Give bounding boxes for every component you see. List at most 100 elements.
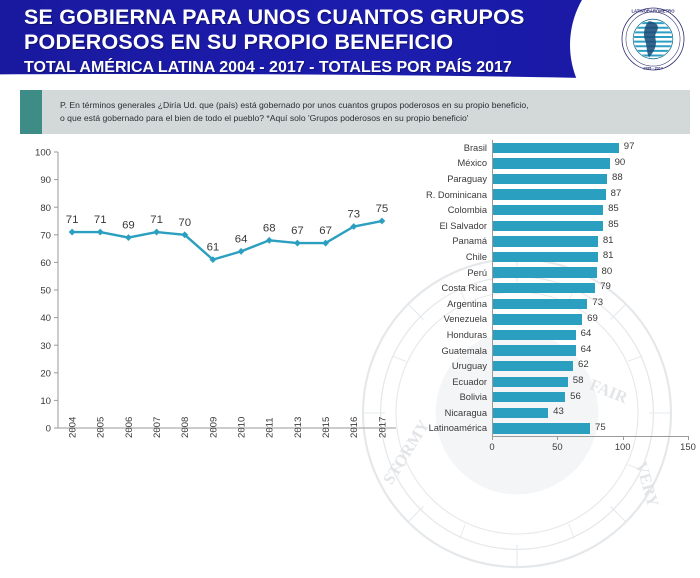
bar-category-axis (492, 140, 493, 437)
bar-value-label: 81 (602, 234, 614, 246)
line-x-tick-label: 2008 (180, 417, 191, 438)
page-title-line1: SE GOBIERNA PARA UNOS CUANTOS GRUPOS (24, 5, 525, 29)
page-title-line2: PODEROSOS EN SU PROPIO BENEFICIO (24, 29, 454, 54)
line-data-label: 70 (178, 217, 191, 229)
bar-row[interactable]: Nicaragua 43 (400, 405, 698, 421)
line-chart: 0 10 20 30 40 50 60 70 80 90 100 2004 2005 2006 2007 20… (35, 148, 396, 438)
line-data-point (350, 223, 358, 230)
bar-row[interactable]: Argentina 73 (400, 296, 698, 312)
line-y-tick-label: 80 (40, 203, 51, 214)
line-data-label: 64 (235, 233, 248, 245)
bar-category-label: Argentina (447, 298, 487, 309)
bar-fill[interactable] (492, 142, 619, 153)
bar-track: 88 (492, 171, 698, 187)
bar-fill[interactable] (492, 267, 597, 278)
line-x-tick-label: 2011 (265, 417, 276, 438)
bar-value-label: 81 (602, 250, 614, 262)
bar-row[interactable]: Ecuador 58 (400, 374, 698, 390)
bar-category-label: Venezuela (443, 314, 487, 325)
bar-fill[interactable] (492, 345, 576, 356)
bar-track: 43 (492, 405, 698, 421)
bar-track: 80 (492, 265, 698, 281)
line-data-point (96, 228, 104, 236)
bar-track: 69 (492, 312, 698, 328)
bar-row[interactable]: Honduras 64 (400, 327, 698, 343)
bar-row[interactable]: Guatemala 64 (400, 343, 698, 359)
bar-fill[interactable] (492, 282, 596, 294)
bar-track: 90 (492, 156, 698, 172)
slide-header: SE GOBIERNA PARA UNOS CUANTOS GRUPOS POD… (0, 0, 700, 84)
line-data-point (322, 239, 329, 247)
bar-row[interactable]: Paraguay 88 (400, 171, 698, 187)
bar-row[interactable]: R. Dominicana 87 (400, 187, 698, 203)
bar-fill[interactable] (492, 423, 590, 434)
bar-category-label: Ecuador (452, 376, 487, 387)
line-data-label: 61 (207, 242, 220, 254)
bar-row[interactable]: Costa Rica 79 (400, 280, 698, 296)
bar-category-label: Perú (467, 267, 487, 278)
bar-fill[interactable] (492, 173, 607, 185)
bar-fill[interactable] (492, 204, 604, 216)
question-band: P. En términos generales ¿Diría Ud. que … (20, 90, 690, 134)
line-data-label: 69 (122, 220, 135, 232)
bar-fill[interactable] (492, 189, 606, 200)
bar-category-label: Colombia (447, 205, 487, 216)
bar-row[interactable]: Latinoamérica 75 (400, 421, 698, 437)
bar-fill[interactable] (492, 158, 610, 169)
bar-track: 85 (492, 202, 698, 218)
line-y-tick-label: 30 (40, 341, 51, 352)
bar-fill[interactable] (492, 392, 566, 403)
bar-value-label: 88 (611, 172, 623, 184)
line-series-path (72, 219, 383, 261)
bar-fill[interactable] (492, 298, 588, 309)
bar-value-label: 87 (610, 187, 622, 199)
bar-tick-label: 100 (614, 441, 631, 453)
bar-value-label: 85 (608, 218, 619, 230)
bar-fill[interactable] (492, 360, 573, 372)
bar-row[interactable]: México 90 (400, 156, 698, 172)
bar-track: 64 (492, 327, 698, 343)
line-x-tick-label: 2006 (124, 417, 135, 438)
line-y-tick-label: 100 (35, 148, 51, 159)
bar-row[interactable]: El Salvador 85 (400, 218, 698, 234)
line-y-tick-label: 60 (40, 258, 51, 269)
bar-category-label: R. Dominicana (426, 189, 487, 200)
bar-value-axis (492, 436, 688, 438)
bar-value-label: 64 (580, 343, 592, 355)
bar-row[interactable]: Venezuela 69 (400, 312, 698, 328)
bar-row[interactable]: Chile 81 (400, 249, 698, 265)
bar-track: 75 (492, 421, 698, 437)
line-data-point (294, 239, 301, 247)
bar-fill[interactable] (492, 329, 576, 341)
line-data-point (181, 231, 189, 239)
bar-fill[interactable] (492, 376, 568, 387)
bar-row[interactable]: Perú 80 (400, 265, 698, 281)
line-x-tick-label: 2004 (67, 416, 78, 438)
bar-row[interactable]: Brasil 97 (400, 140, 698, 156)
bar-fill[interactable] (492, 220, 604, 231)
line-y-tick-label: 50 (40, 286, 51, 297)
bar-fill[interactable] (492, 314, 583, 325)
question-marker (20, 90, 42, 134)
bar-track: 56 (492, 390, 698, 406)
bar-tick-label: 50 (552, 441, 563, 453)
line-x-tick-label: 2017 (377, 417, 388, 438)
line-y-tick-label: 0 (46, 424, 51, 435)
logo-top-text: LATINOBARÓMETRO (631, 9, 675, 14)
bar-fill[interactable] (492, 236, 598, 247)
line-x-tick-label: 2010 (236, 417, 247, 438)
bar-row[interactable]: Bolivia 56 (400, 390, 698, 406)
bar-category-label: México (457, 158, 487, 169)
bar-category-label: Honduras (446, 329, 487, 340)
logo-bottom-text: 1995 - 2017 (643, 66, 663, 70)
bar-row[interactable]: Panamá 81 (400, 234, 698, 250)
line-data-point (153, 228, 160, 236)
bar-fill[interactable] (492, 407, 549, 419)
bar-category-label: Bolivia (459, 392, 487, 403)
bar-tick (622, 436, 624, 441)
bar-row[interactable]: Uruguay 62 (400, 358, 698, 374)
bar-fill[interactable] (492, 251, 598, 263)
bar-row[interactable]: Colombia 85 (400, 202, 698, 218)
bar-track: 81 (492, 249, 698, 265)
